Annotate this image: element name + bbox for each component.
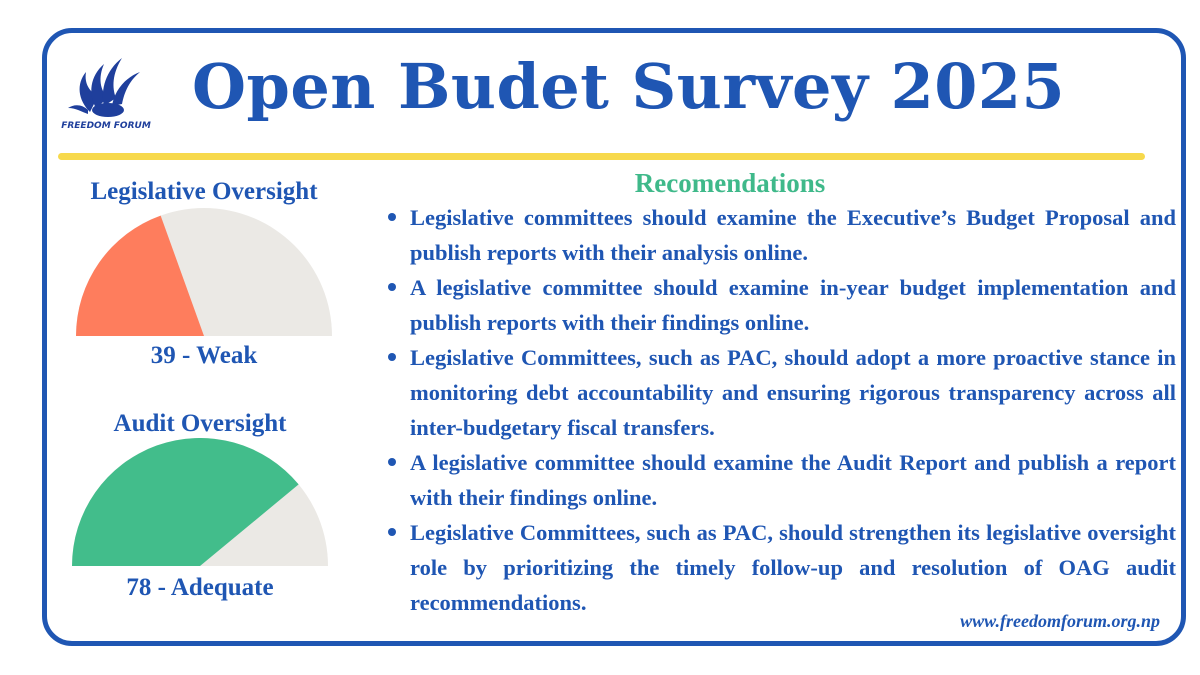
- audit-oversight-title: Audit Oversight: [113, 410, 287, 437]
- audit-oversight-score: 78 - Adequate: [126, 574, 274, 601]
- recommendation-item: A legislative committee should examine t…: [384, 445, 1176, 515]
- bullet-icon: [388, 213, 396, 221]
- bullet-icon: [388, 528, 396, 536]
- recommendation-text: Legislative Committees, such as PAC, sho…: [410, 345, 1176, 440]
- bullet-icon: [388, 353, 396, 361]
- recommendation-item: Legislative committees should examine th…: [384, 200, 1176, 270]
- legislative-oversight-score: 39 - Weak: [150, 342, 258, 369]
- title-divider: [58, 153, 1145, 160]
- logo-text: FREEDOM FORUM: [61, 121, 151, 131]
- recommendation-item: A legislative committee should examine i…: [384, 270, 1176, 340]
- website-link[interactable]: www.freedomforum.org.np: [960, 611, 1160, 631]
- recommendation-item: Legislative Committees, such as PAC, sho…: [384, 515, 1176, 620]
- audit-oversight-gauge: [72, 438, 328, 566]
- recommendation-text: Legislative committees should examine th…: [410, 205, 1176, 265]
- page-title: Open Budet Survey 2025: [192, 50, 1066, 123]
- bullet-icon: [388, 458, 396, 466]
- recommendation-item: Legislative Committees, such as PAC, sho…: [384, 340, 1176, 445]
- legislative-oversight-gauge: [76, 208, 332, 336]
- gauge-fill: [72, 438, 299, 566]
- freedom-forum-logo: FREEDOM FORUM: [61, 58, 151, 131]
- recommendation-text: Legislative Committees, such as PAC, sho…: [410, 520, 1176, 615]
- gauge-fill: [76, 215, 204, 336]
- recommendation-text: A legislative committee should examine t…: [410, 450, 1176, 510]
- legislative-oversight-title: Legislative Oversight: [90, 178, 318, 205]
- bullet-icon: [388, 283, 396, 291]
- recommendation-text: A legislative committee should examine i…: [410, 275, 1176, 335]
- recommendations-list: Legislative committees should examine th…: [384, 200, 1176, 620]
- recommendations-heading: Recomendations: [634, 168, 826, 198]
